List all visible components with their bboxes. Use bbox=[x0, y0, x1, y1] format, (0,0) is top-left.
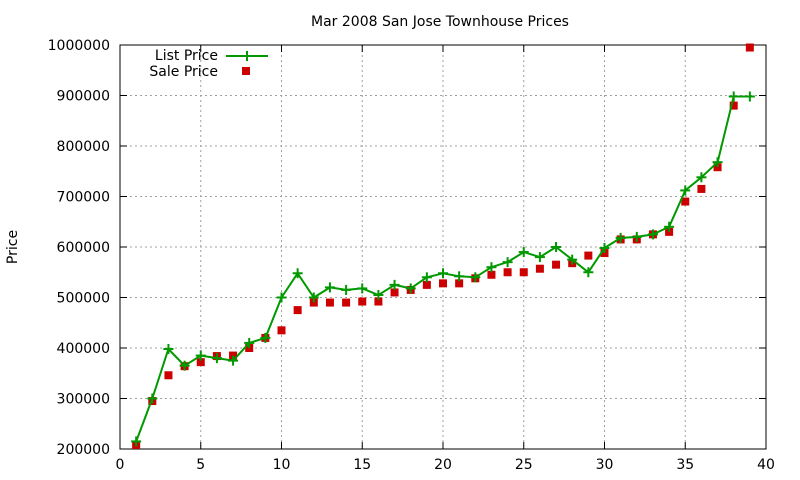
sale-price-point bbox=[422, 280, 431, 289]
list-price-point bbox=[131, 436, 142, 447]
sale-price-point bbox=[713, 163, 722, 172]
sale-price-point bbox=[455, 279, 464, 288]
sale-price-point bbox=[503, 268, 512, 277]
list-price-point bbox=[292, 268, 303, 279]
list-price-point bbox=[147, 393, 158, 404]
x-tick-label: 10 bbox=[273, 457, 291, 473]
y-axis-label: Price bbox=[5, 230, 21, 264]
series-layer bbox=[131, 43, 755, 449]
list-price-point bbox=[195, 350, 206, 361]
sale-price-point bbox=[729, 101, 738, 110]
sale-price-point bbox=[584, 251, 593, 260]
sale-price-point bbox=[600, 249, 609, 258]
list-price-point bbox=[486, 262, 497, 273]
y-tick-label: 300000 bbox=[57, 392, 110, 408]
list-price-point bbox=[276, 292, 287, 303]
list-price-point bbox=[502, 257, 513, 268]
list-price-point bbox=[631, 231, 642, 242]
y-tick-label: 800000 bbox=[57, 139, 110, 155]
legend-label-list-price: List Price bbox=[155, 48, 218, 64]
sale-price-point bbox=[196, 358, 205, 367]
legend-marker-list-price bbox=[242, 51, 252, 61]
sale-price-point bbox=[358, 297, 367, 306]
list-price-point bbox=[373, 289, 384, 300]
list-price-point bbox=[534, 252, 545, 263]
x-tick-label: 25 bbox=[515, 457, 533, 473]
list-price-point bbox=[696, 172, 707, 183]
list-price-point bbox=[405, 283, 416, 294]
list-price-point bbox=[244, 337, 255, 348]
list-price-point bbox=[179, 360, 190, 371]
sale-price-point bbox=[745, 43, 754, 52]
list-price-point bbox=[163, 344, 174, 355]
sale-price-point bbox=[374, 297, 383, 306]
list-price-point bbox=[728, 91, 739, 102]
sale-price-point bbox=[681, 197, 690, 206]
list-price-point bbox=[324, 282, 335, 293]
list-price-point bbox=[567, 254, 578, 265]
sale-price-point bbox=[164, 371, 173, 380]
sale-price-point bbox=[229, 351, 238, 360]
sale-price-point bbox=[439, 279, 447, 288]
list-price-point bbox=[744, 91, 755, 102]
sale-price-point bbox=[245, 344, 254, 352]
list-price-point bbox=[228, 355, 239, 366]
list-price-point bbox=[583, 267, 594, 278]
sale-price-point bbox=[697, 184, 706, 193]
list-price-point bbox=[599, 243, 610, 254]
y-tick-label: 600000 bbox=[57, 240, 110, 256]
sale-price-point bbox=[487, 270, 496, 279]
sale-price-point bbox=[552, 260, 561, 269]
sale-price-point bbox=[665, 227, 674, 236]
axis-ticks: 0 5 10 15 20 25 30 35 40 200000 300000 400000 500000… bbox=[48, 38, 775, 473]
y-tick-label: 700000 bbox=[57, 190, 110, 206]
x-tick-label: 0 bbox=[116, 457, 125, 473]
x-tick-label: 30 bbox=[596, 457, 614, 473]
list-price-point bbox=[308, 292, 319, 303]
list-price-point bbox=[664, 221, 675, 232]
y-tick-label: 400000 bbox=[57, 341, 110, 357]
chart-title: Mar 2008 San Jose Townhouse Prices bbox=[311, 14, 569, 30]
grid bbox=[120, 45, 766, 449]
list-price-point bbox=[341, 284, 352, 295]
sale-price-point bbox=[309, 298, 318, 307]
sale-price-point bbox=[342, 298, 351, 307]
y-tick-label: 500000 bbox=[57, 291, 110, 307]
x-tick-label: 15 bbox=[353, 457, 371, 473]
list-price-point bbox=[518, 247, 529, 258]
legend-label-sale-price: Sale Price bbox=[149, 64, 218, 80]
list-price-point bbox=[454, 271, 465, 282]
x-tick-label: 20 bbox=[434, 457, 452, 473]
sale-price-point bbox=[325, 298, 334, 307]
list-price-point bbox=[421, 272, 432, 283]
y-tick-label: 1000000 bbox=[48, 38, 110, 54]
list-price-point bbox=[712, 157, 723, 168]
legend-marker-sale-price bbox=[242, 67, 250, 75]
sale-price-point bbox=[390, 288, 399, 297]
y-tick-label: 200000 bbox=[57, 442, 110, 458]
sale-price-point bbox=[277, 326, 286, 335]
legend: List Price Sale Price bbox=[149, 48, 268, 80]
list-price-point bbox=[680, 185, 691, 196]
list-price-point bbox=[647, 229, 658, 240]
list-price-point bbox=[357, 283, 368, 294]
list-price-point bbox=[389, 279, 400, 290]
list-price-point bbox=[260, 332, 271, 343]
sale-price-point bbox=[293, 306, 302, 315]
series-list-price bbox=[131, 91, 755, 447]
sale-price-point bbox=[535, 264, 544, 273]
list-price-point bbox=[470, 272, 481, 283]
list-price-point bbox=[438, 268, 448, 279]
x-tick-label: 40 bbox=[757, 457, 775, 473]
list-price-point bbox=[551, 242, 562, 252]
y-tick-label: 900000 bbox=[57, 89, 110, 105]
x-tick-label: 5 bbox=[196, 457, 205, 473]
list-price-point bbox=[615, 232, 626, 243]
list-price-point bbox=[211, 353, 222, 364]
sale-price-point bbox=[519, 268, 528, 277]
x-tick-label: 35 bbox=[676, 457, 694, 473]
